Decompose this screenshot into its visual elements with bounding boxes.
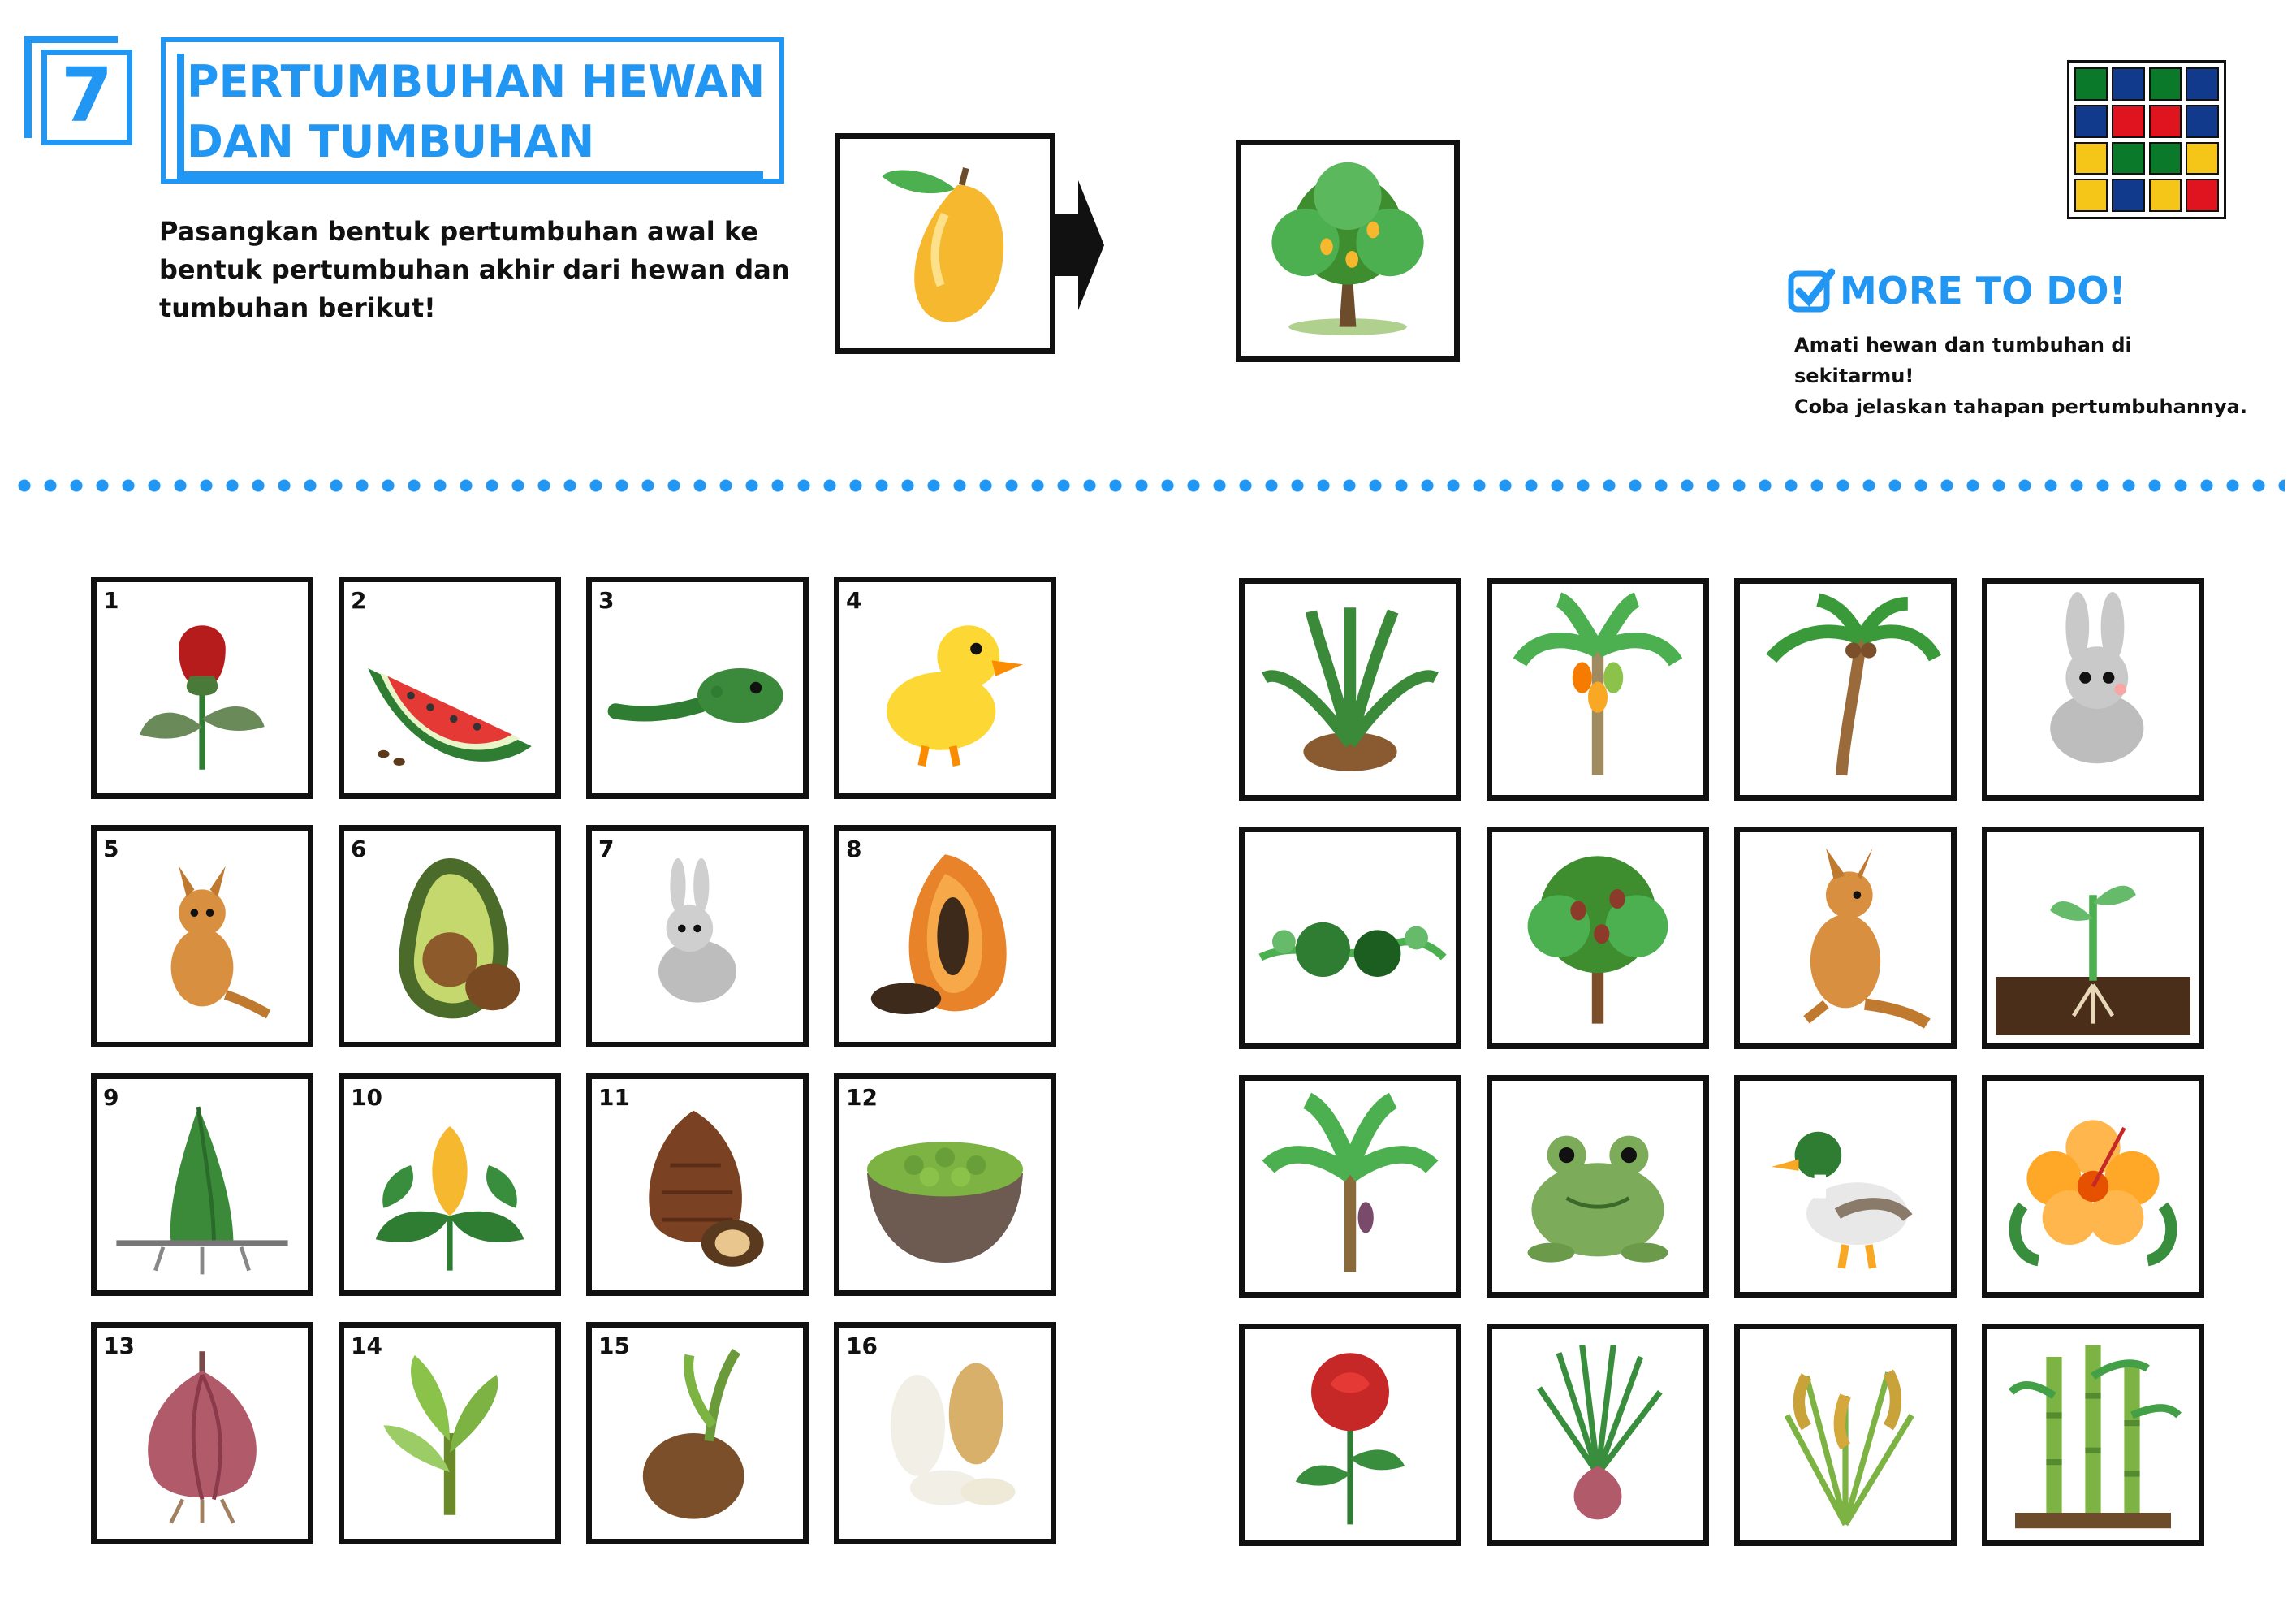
card-number: 4 <box>846 587 862 614</box>
card-number: 3 <box>598 587 615 614</box>
card-number: 6 <box>351 836 367 862</box>
card-number: 15 <box>598 1332 630 1359</box>
logo-cell <box>2148 179 2182 212</box>
end-card-4[interactable] <box>1982 578 2204 801</box>
end-card-2[interactable] <box>1487 578 1709 801</box>
instruction-text: Pasangkan bentuk pertumbuhan awal ke ben… <box>159 216 790 323</box>
more-to-do-line1: Amati hewan dan tumbuhan di sekitarmu! <box>1794 334 2132 387</box>
title-box-inner-frame <box>177 54 763 179</box>
card-number: 2 <box>351 587 367 614</box>
start-card-7[interactable]: 7 <box>586 825 809 1047</box>
end-card-16[interactable] <box>1982 1324 2204 1546</box>
logo-cell <box>2186 141 2219 175</box>
end-card-1[interactable] <box>1239 578 1461 801</box>
end-card-14[interactable] <box>1487 1324 1709 1546</box>
logo-cell <box>2074 104 2108 138</box>
more-to-do-title: MORE TO DO! <box>1840 269 2126 313</box>
start-card-4[interactable]: 4 <box>834 577 1056 799</box>
arrow-right-icon <box>1054 180 1104 310</box>
more-to-do-text: Amati hewan dan tumbuhan di sekitarmu! C… <box>1794 330 2249 422</box>
logo-cell <box>2111 67 2145 101</box>
logo-cell <box>2148 141 2182 175</box>
dotted-divider <box>11 479 2285 492</box>
card-number: 1 <box>103 587 119 614</box>
start-card-1[interactable]: 1 <box>91 577 313 799</box>
start-card-14[interactable]: 14 <box>339 1322 561 1544</box>
page-number: 7 <box>41 50 132 145</box>
start-card-16[interactable]: 16 <box>834 1322 1056 1544</box>
logo-cell <box>2186 179 2219 212</box>
start-card-13[interactable]: 13 <box>91 1322 313 1544</box>
card-number: 10 <box>351 1084 382 1111</box>
start-card-10[interactable]: 10 <box>339 1073 561 1296</box>
checkbox-icon <box>1788 268 1835 313</box>
card-number: 16 <box>846 1332 878 1359</box>
start-card-9[interactable]: 9 <box>91 1073 313 1296</box>
end-card-9[interactable] <box>1239 1075 1461 1298</box>
start-card-2[interactable]: 2 <box>339 577 561 799</box>
page-number-badge: 7 <box>24 36 132 145</box>
logo-cell <box>2074 141 2108 175</box>
start-card-5[interactable]: 5 <box>91 825 313 1047</box>
end-card-12[interactable] <box>1982 1075 2204 1298</box>
end-card-10[interactable] <box>1487 1075 1709 1298</box>
card-number: 8 <box>846 836 862 862</box>
card-number: 12 <box>846 1084 878 1111</box>
end-card-5[interactable] <box>1239 827 1461 1049</box>
end-card-11[interactable] <box>1734 1075 1957 1298</box>
card-number: 9 <box>103 1084 119 1111</box>
start-card-6[interactable]: 6 <box>339 825 561 1047</box>
logo-cell <box>2074 67 2108 101</box>
logo-cell <box>2186 104 2219 138</box>
end-card-15[interactable] <box>1734 1324 1957 1546</box>
card-number: 14 <box>351 1332 382 1359</box>
page-title-line2: DAN TUMBUHAN <box>187 116 595 167</box>
page-title: PERTUMBUHAN HEWAN DAN TUMBUHAN <box>187 52 771 172</box>
logo-cell <box>2111 179 2145 212</box>
end-card-8[interactable] <box>1982 827 2204 1049</box>
page-title-line1: PERTUMBUHAN HEWAN <box>187 56 766 107</box>
logo-cell <box>2111 141 2145 175</box>
end-card-13[interactable] <box>1239 1324 1461 1546</box>
more-to-do-header: MORE TO DO! <box>1788 265 2126 317</box>
card-number: 7 <box>598 836 615 862</box>
end-card-7[interactable] <box>1734 827 1957 1049</box>
start-card-8[interactable]: 8 <box>834 825 1056 1047</box>
end-card-6[interactable] <box>1487 827 1709 1049</box>
logo-cell <box>2111 104 2145 138</box>
card-number: 11 <box>598 1084 630 1111</box>
example-end-card <box>1236 140 1460 362</box>
mango-tree-icon <box>1271 162 1424 335</box>
logo-cell <box>2074 179 2108 212</box>
start-card-3[interactable]: 3 <box>586 577 809 799</box>
color-grid-logo <box>2067 60 2226 219</box>
more-to-do-line2: Coba jelaskan tahapan pertumbuhannya. <box>1794 395 2247 418</box>
end-card-3[interactable] <box>1734 578 1957 801</box>
logo-cell <box>2148 67 2182 101</box>
logo-cell <box>2148 104 2182 138</box>
mango-icon <box>882 167 1004 322</box>
card-number: 5 <box>103 836 119 862</box>
card-number: 13 <box>103 1332 135 1359</box>
example-start-card <box>835 133 1055 354</box>
title-box: PERTUMBUHAN HEWAN DAN TUMBUHAN <box>161 37 784 184</box>
start-card-11[interactable]: 11 <box>586 1073 809 1296</box>
start-card-12[interactable]: 12 <box>834 1073 1056 1296</box>
logo-cell <box>2186 67 2219 101</box>
start-card-15[interactable]: 15 <box>586 1322 809 1544</box>
